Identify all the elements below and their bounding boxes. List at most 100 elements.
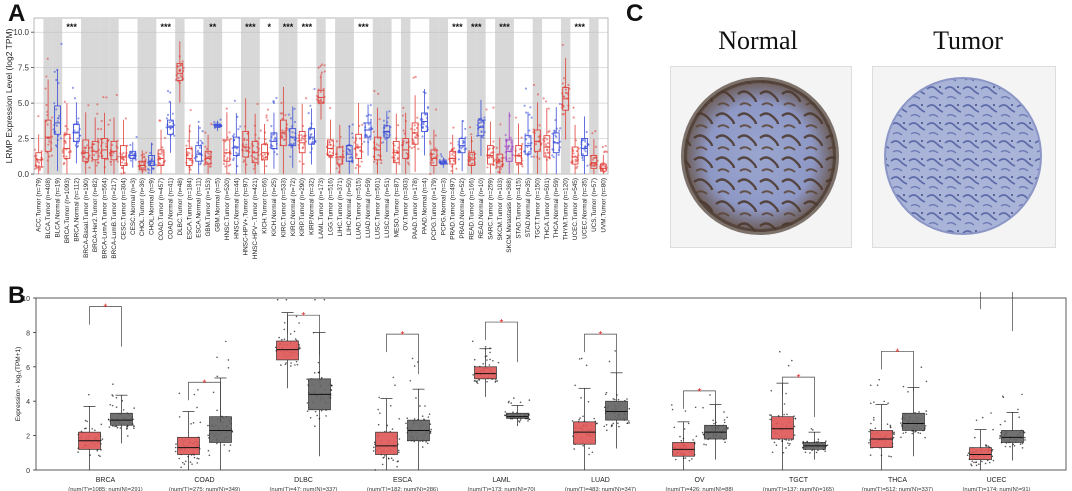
plot-b-jitter-point: [924, 425, 927, 427]
plot-a-jitter-point: [521, 142, 524, 146]
plot-a-jitter-point: [236, 115, 239, 118]
plot-a-jitter-point: [358, 165, 362, 168]
plot-a-jitter-point: [567, 83, 570, 87]
plot-a-jitter-point: [283, 133, 286, 136]
plot-b-jitter-point: [883, 400, 885, 403]
plot-b-jitter-point: [925, 410, 928, 412]
plot-a-jitter-point: [225, 148, 228, 151]
plot-a-jitter-point: [280, 101, 283, 105]
ihc-tumor-core: [885, 78, 1041, 234]
plot-a-box: [195, 145, 203, 162]
plot-a-jitter-point: [83, 155, 86, 158]
plot-b-jitter-point: [107, 418, 110, 421]
plot-a-jitter-point: [328, 140, 331, 144]
plot-b-jitter-point: [193, 456, 196, 459]
plot-b-jitter-point: [868, 430, 870, 433]
plot-b-jitter-point: [330, 384, 333, 387]
plot-b-jitter-point: [618, 425, 620, 428]
plot-a-jitter-point: [201, 130, 204, 133]
plot-b-jitter-point: [991, 448, 994, 451]
plot-a-box: [487, 145, 494, 165]
plot-a-shade-band: [476, 18, 486, 174]
plot-b-group-label: OV: [694, 477, 704, 484]
plot-a-jitter-point: [272, 100, 275, 103]
plot-a-ylabel: LRMP Expression Level (log2 TPM): [4, 28, 14, 163]
plot-a-jitter-point: [76, 145, 80, 148]
plot-a-ytick-label: 0.0: [18, 170, 30, 179]
plot-a-jitter-point: [265, 165, 268, 168]
plot-a-jitter-point: [287, 113, 290, 116]
plot-a-jitter-point: [292, 143, 295, 146]
plot-b-jitter-point: [409, 379, 412, 382]
plot-b-jitter-point: [723, 421, 726, 424]
plot-a-jitter-point: [605, 150, 608, 153]
plot-b-jitter-point: [96, 449, 99, 452]
plot-a-box: [223, 139, 231, 162]
plot-b-significance: *: [896, 347, 900, 358]
plot-a-jitter-point: [300, 139, 303, 142]
plot-a-jitter-point: [123, 162, 127, 165]
plot-b-jitter-point: [421, 415, 424, 417]
plot-a-jitter-point: [206, 151, 209, 154]
plot-a-xtick-label: KICH.Tumor (n=66): [262, 178, 269, 234]
plot-a-shade-band: [429, 18, 439, 174]
plot-a-jitter-point: [365, 135, 369, 138]
plot-a-jitter-point: [266, 108, 270, 111]
plot-a-jitter-point: [122, 158, 125, 162]
plot-a-jitter-point: [264, 138, 267, 141]
plot-b-jitter-point: [474, 380, 477, 382]
plot-b-jitter-point: [794, 417, 797, 420]
plot-a-jitter-point: [514, 116, 518, 119]
plot-b-jitter-point: [811, 449, 813, 452]
plot-a-jitter-point: [95, 164, 98, 167]
plot-b-jitter-point: [126, 426, 128, 428]
plot-a-box: [176, 62, 184, 81]
plot-a-jitter-point: [363, 121, 366, 125]
plot-a-xtick-label: PCPG.Tumor (n=179): [431, 178, 438, 240]
plot-a-xtick-label: TGCT.Tumor (n=150): [534, 178, 541, 239]
plot-b-jitter-point: [975, 461, 977, 464]
plot-a-jitter-point: [232, 157, 235, 160]
plot-a-jitter-point: [63, 131, 66, 134]
plot-a-jitter-point: [290, 146, 293, 149]
plot-a-jitter-point: [142, 166, 145, 170]
plot-a-xtick-label: READ.Tumor (n=166): [469, 178, 476, 240]
plot-a-xtick-label: GBM.Tumor (n=153): [205, 178, 212, 237]
plot-a-box: [110, 140, 118, 161]
plot-a-box: [270, 132, 278, 149]
plot-a-jitter-point: [528, 129, 531, 132]
plot-b-jitter-point: [628, 422, 630, 424]
plot-b-jitter-point: [911, 432, 914, 435]
plot-a-jitter-point: [144, 158, 147, 161]
plot-a-box: [204, 150, 212, 165]
plot-b-jitter-point: [94, 429, 96, 432]
plot-a-jitter-point: [540, 142, 543, 145]
plot-b-jitter-point: [769, 414, 771, 416]
plot-a-jitter-point: [55, 78, 58, 82]
plot-a-jitter-point: [196, 141, 199, 144]
plot-b-jitter-point: [216, 409, 218, 412]
plot-a-box: [421, 112, 428, 132]
plot-b-jitter-point: [183, 463, 186, 465]
plot-b-jitter-point: [317, 371, 320, 374]
plot-b-jitter-point: [687, 422, 690, 425]
plot-a-jitter-point: [207, 152, 211, 155]
plot-b-jitter-point: [571, 420, 574, 422]
plot-a-jitter-point: [335, 140, 339, 143]
plot-a-jitter-point: [50, 154, 53, 157]
plot-a-jitter-point: [581, 158, 585, 162]
plot-a-jitter-point: [529, 106, 532, 109]
plot-a-jitter-point: [275, 153, 279, 156]
plot-a-jitter-point: [498, 161, 501, 164]
plot-b-jitter-point: [804, 451, 807, 454]
plot-b-jitter-point: [276, 298, 279, 301]
plot-a-jitter-point: [440, 155, 443, 158]
plot-b-jitter-point: [199, 421, 202, 424]
plot-a-jitter-point: [54, 144, 58, 147]
plot-a-jitter-point: [435, 108, 438, 111]
plot-a-jitter-point: [244, 149, 247, 152]
plot-b-jitter-point: [397, 460, 399, 462]
plot-b-jitter-point: [175, 443, 177, 445]
plot-a-jitter-point: [434, 147, 437, 150]
plot-a-jitter-point: [293, 120, 297, 124]
